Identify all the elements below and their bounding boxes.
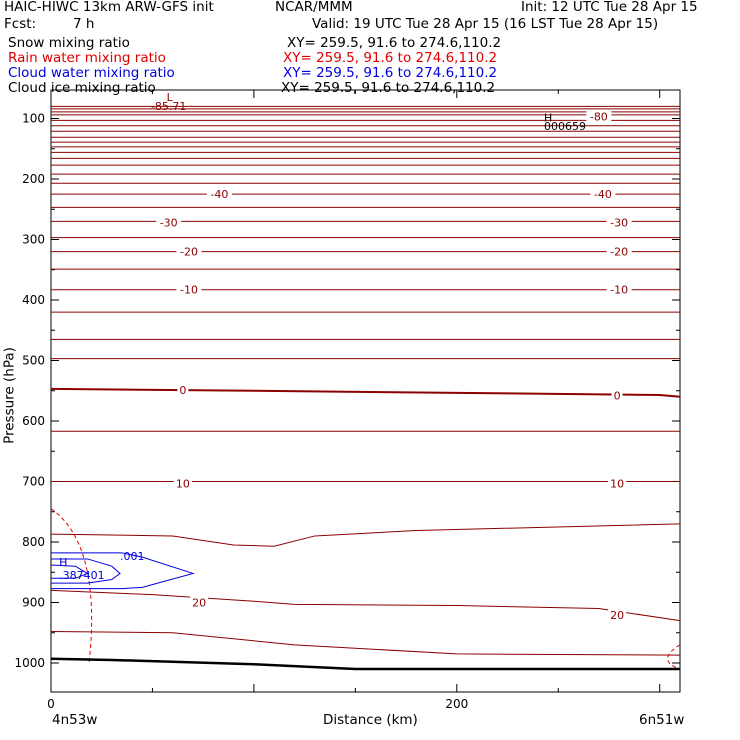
cloud-water-contour <box>51 552 195 590</box>
cloud-water-contour <box>50 564 89 579</box>
contour-label: -10 <box>180 284 198 297</box>
contour-label: 20 <box>192 597 206 610</box>
contour-label-bg <box>608 476 627 489</box>
y-tick-label: 100 <box>22 112 45 126</box>
high-value: 000659 <box>544 120 586 133</box>
contour-label-bg <box>206 187 232 200</box>
contour-label-bg <box>606 244 632 257</box>
high-marker: H <box>544 112 552 125</box>
x-axis-title: Distance (km) <box>323 712 418 728</box>
cloud-water-contour <box>51 558 121 584</box>
y-tick-label: 900 <box>22 596 45 610</box>
field-name-cloudwater: Cloud water mixing ratio <box>8 65 175 81</box>
contour-label-bg <box>176 244 202 257</box>
contour-label-bg <box>177 383 189 396</box>
cloud-water-contour-label: .001 <box>120 550 144 563</box>
contour-label: -30 <box>610 217 628 230</box>
right-endpoint-label: 6n51w <box>639 712 685 728</box>
valid-time: Valid: 19 UTC Tue 28 Apr 15 (16 LST Tue … <box>312 16 659 32</box>
fcst-label: Fcst: <box>4 16 37 32</box>
contour-label-bg <box>156 215 182 228</box>
org-label: NCAR/MMM <box>275 0 353 15</box>
isotherm-contour <box>50 589 681 622</box>
isotherm-line <box>50 523 681 547</box>
y-tick-label: 1000 <box>14 656 45 670</box>
cloud-water-max-marker: H <box>59 556 67 569</box>
low-value: -85.71 <box>151 100 186 113</box>
isotherm-contour <box>50 387 681 398</box>
fcst-value: 7 h <box>73 16 95 32</box>
x-tick-label: 0 <box>47 697 55 711</box>
isotherm-line <box>50 631 681 656</box>
contour-label: 0 <box>179 384 186 397</box>
contour-label: -40 <box>594 188 612 201</box>
y-tick-label: 200 <box>22 172 45 186</box>
chart-title: HAIC-HIWC 13km ARW-GFS init <box>4 0 214 15</box>
low-marker: L <box>167 91 174 104</box>
contour-label: -40 <box>210 188 228 201</box>
y-tick-label: 600 <box>22 414 45 428</box>
contour-label-bg <box>606 282 632 295</box>
y-tick-label: 300 <box>22 233 45 247</box>
field-xy-snow: XY= 259.5, 91.6 to 274.6,110.2 <box>287 35 502 51</box>
field-xy-rain: XY= 259.5, 91.6 to 274.6,110.2 <box>283 50 498 66</box>
field-xy-cloudwater: XY= 259.5, 91.6 to 274.6,110.2 <box>283 65 498 81</box>
contour-label: 10 <box>610 477 624 490</box>
y-tick-label: 800 <box>22 535 45 549</box>
y-axis-title: Pressure (hPa) <box>1 347 18 444</box>
contour-label: -30 <box>160 217 178 230</box>
cloud-water-max-value: .387401 <box>59 569 105 582</box>
contour-label: 20 <box>610 609 624 622</box>
contour-label: 10 <box>176 477 190 490</box>
contour-label: -10 <box>610 284 628 297</box>
y-tick-label: 500 <box>22 354 45 368</box>
contour-label: 0 <box>614 390 621 403</box>
contour-label: -20 <box>180 246 198 259</box>
contour-label-bg <box>173 476 192 489</box>
contour-label-bg <box>586 109 612 122</box>
y-tick-label: 700 <box>22 475 45 489</box>
left-endpoint-label: 4n53w <box>52 712 98 728</box>
rain-water-contour <box>667 644 681 670</box>
contour-label-bg <box>606 215 632 228</box>
field-xy-cloudice: XY= 259.5, 91.6 to 274.6,110.2 <box>281 80 496 96</box>
y-tick-label: 400 <box>22 293 45 307</box>
init-time: Init: 12 UTC Tue 28 Apr 15 <box>521 0 698 15</box>
contour-label-bg <box>190 595 209 608</box>
contour-label-bg <box>176 282 202 295</box>
contour-label-bg <box>611 388 623 401</box>
field-name-rain: Rain water mixing ratio <box>8 50 166 66</box>
field-name-cloudice: Cloud ice mixing ratio <box>8 80 156 96</box>
rain-water-contour <box>50 508 93 664</box>
contour-label-bg <box>608 608 627 621</box>
contour-label: -80 <box>590 111 608 124</box>
field-name-snow: Snow mixing ratio <box>8 35 130 51</box>
surface-pressure-line <box>50 657 680 671</box>
contour-label-bg <box>590 187 616 200</box>
x-tick-label: 200 <box>445 697 468 711</box>
contour-label: -20 <box>610 246 628 259</box>
